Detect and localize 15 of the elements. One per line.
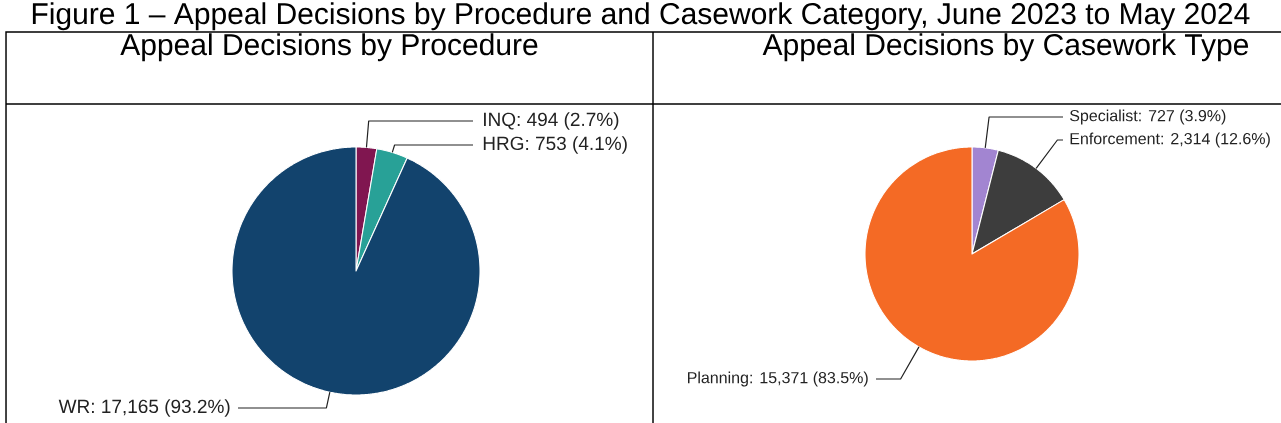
slice-label: INQ [484,112,516,130]
data-label: : 753 (4.1%) [526,136,627,154]
data-label: : 727 (3.9%) [1139,109,1226,125]
slice-label: Planning [688,371,748,387]
data-label: : 494 (2.7%) [517,112,619,130]
slice-label: WR [58,399,90,413]
data-label: : 15,371 (83.5%) [750,371,868,387]
slice-label: Enforcement [1070,132,1160,145]
slice-label: Specialist [1070,109,1138,125]
data-label: : 2,314 (12.6%) [1161,132,1270,148]
slice-label: HRG [483,136,524,151]
chart-title: Appeal Decisions by Procedure [120,33,538,62]
chart-title: Appeal Decisions by Casework Type [762,33,1249,62]
data-label: : 17,165 (93.2%) [92,399,230,417]
caption: Figure 1 – Appeal Decisions by Procedure and Casework Category, June 2023 to May 2024 [32,2,1250,31]
